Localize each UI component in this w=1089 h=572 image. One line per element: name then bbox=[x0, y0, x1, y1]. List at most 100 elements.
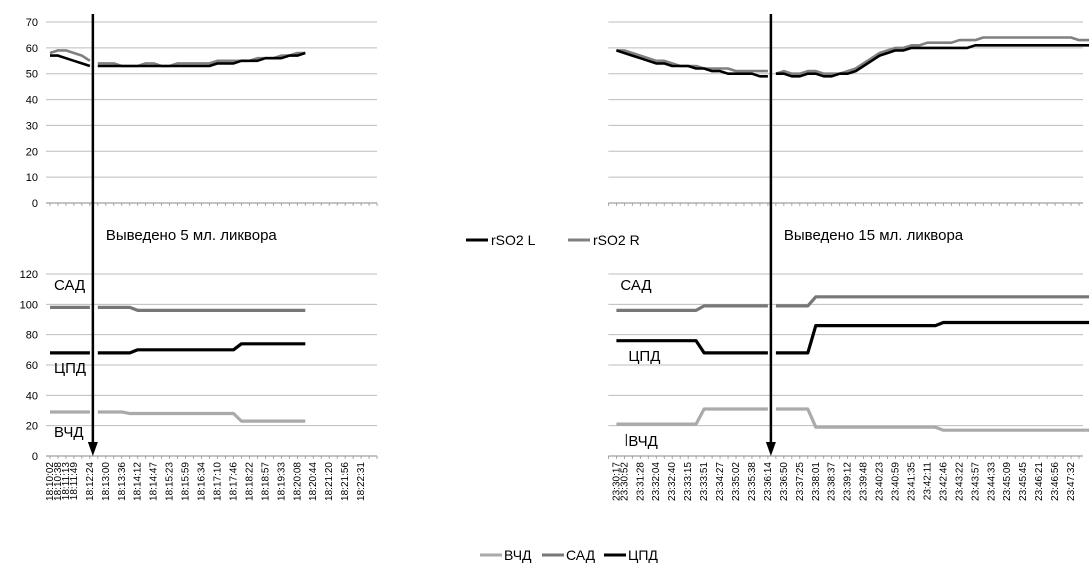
x-tick-label: 18:14:12 bbox=[133, 462, 144, 501]
top-y-tick-label: 0 bbox=[32, 198, 38, 210]
series-inline-label: САД bbox=[620, 277, 651, 294]
x-tick-label: 23:38:01 bbox=[811, 462, 822, 501]
top-y-tick-label: 70 bbox=[26, 17, 38, 29]
x-tick-label: 23:34:27 bbox=[715, 462, 726, 501]
series-line-ЦПД bbox=[97, 342, 306, 355]
bottom-y-axis-ticks: 0 20 40 60 80 100 120 bbox=[20, 269, 38, 463]
series-line-ЦПД bbox=[775, 320, 1089, 355]
x-tick-label: 23:35:38 bbox=[747, 462, 758, 501]
bottom-y-tick-label: 80 bbox=[26, 330, 38, 342]
legends: rSO2 L rSO2 R ВЧД САД ЦПД bbox=[466, 232, 658, 563]
x-tick-label: 23:33:15 bbox=[683, 462, 694, 501]
event-arrow-head bbox=[87, 442, 98, 456]
x-tick-label: 18:17:46 bbox=[228, 462, 239, 501]
x-tick-label: 18:15:59 bbox=[181, 462, 192, 501]
series-line-rSO2 R bbox=[775, 36, 1089, 75]
x-tick-label: 23:47:32 bbox=[1066, 462, 1077, 501]
series-line-ВЧД bbox=[775, 407, 1089, 432]
series-line-ВЧД bbox=[97, 410, 306, 423]
series-inline-label: ВЧД bbox=[54, 424, 84, 441]
legend-label-rSO2 L: rSO2 L bbox=[491, 232, 536, 248]
x-tick-label: 18:14:47 bbox=[149, 462, 160, 501]
series-line-ВЧД bbox=[616, 407, 768, 426]
series-line-rSO2 L bbox=[775, 43, 1089, 78]
x-tick-label: 18:18:57 bbox=[260, 462, 271, 501]
series-line-САД bbox=[775, 295, 1089, 308]
bottom-y-tick-label: 120 bbox=[20, 269, 38, 281]
x-tick-label: 18:11:13 bbox=[61, 462, 72, 501]
x-tick-label: 18:12:24 bbox=[85, 462, 96, 501]
x-tick-label: 23:39:12 bbox=[843, 462, 854, 501]
series-inline-label: ВЧД bbox=[628, 433, 658, 450]
x-tick-label: 23:46:21 bbox=[1034, 462, 1045, 501]
x-tick-label: 23:41:35 bbox=[906, 462, 917, 501]
top-y-tick-label: 50 bbox=[26, 69, 38, 81]
series-line-rSO2 R bbox=[49, 49, 91, 62]
bottom-y-tick-label: 60 bbox=[26, 360, 38, 372]
legend-label-САД: САД bbox=[566, 547, 596, 563]
x-tick-label: 23:39:48 bbox=[859, 462, 870, 501]
x-tick-label: 23:35:02 bbox=[731, 462, 742, 501]
bottom-series-lines bbox=[50, 295, 1089, 432]
x-tick-label: 23:32:04 bbox=[651, 462, 662, 501]
top-y-tick-label: 10 bbox=[26, 172, 38, 184]
x-tick-label: 18:20:08 bbox=[292, 462, 303, 501]
x-tick-label: 23:31:28 bbox=[635, 462, 646, 501]
bottom-grid bbox=[46, 273, 1083, 457]
x-tick-label: 18:20:44 bbox=[308, 462, 319, 501]
x-tick-label: 18:13:00 bbox=[101, 462, 112, 501]
series-inline-label: ЦПД bbox=[54, 360, 86, 377]
x-tick-label: 23:45:45 bbox=[1018, 462, 1029, 501]
series-line-rSO2 L bbox=[615, 49, 768, 78]
annotations: Выведено 5 мл. ликвора Выведено 15 мл. ли… bbox=[54, 227, 964, 450]
x-tick-label: 18:21:20 bbox=[324, 462, 335, 501]
x-tick-label: 23:45:09 bbox=[1002, 462, 1013, 501]
annotation-liquor-5ml: Выведено 5 мл. ликвора bbox=[106, 227, 278, 244]
top-y-tick-label: 60 bbox=[26, 43, 38, 55]
annotation-liquor-15ml: Выведено 15 мл. ликвора bbox=[784, 227, 964, 244]
x-tick-label: 23:46:56 bbox=[1050, 462, 1061, 501]
x-tick-label: 23:36:50 bbox=[779, 462, 790, 501]
series-line-rSO2 L bbox=[50, 54, 91, 68]
x-tick-label: 23:37:25 bbox=[795, 462, 806, 501]
x-tick-label: 18:19:33 bbox=[276, 462, 287, 501]
legend-label-ЦПД: ЦПД bbox=[628, 547, 658, 563]
x-tick-label: 18:18:22 bbox=[244, 462, 255, 501]
x-tick-label: 23:43:57 bbox=[970, 462, 981, 501]
series-line-САД bbox=[616, 304, 768, 312]
x-tick-label: 18:16:34 bbox=[197, 462, 208, 501]
x-tick-label: 23:40:23 bbox=[875, 462, 886, 501]
event-arrows bbox=[87, 14, 776, 456]
top-y-tick-label: 20 bbox=[26, 146, 38, 158]
bottom-y-tick-label: 40 bbox=[26, 390, 38, 402]
x-tick-label: 23:43:22 bbox=[954, 462, 965, 501]
bottom-y-tick-label: 0 bbox=[32, 451, 38, 463]
x-tick-label: 23:44:33 bbox=[986, 462, 997, 501]
top-series-lines bbox=[49, 36, 1089, 78]
top-y-axis-ticks: 0 10 20 30 40 50 60 70 bbox=[26, 17, 38, 210]
event-arrow-head bbox=[765, 442, 776, 456]
series-line-ЦПД bbox=[616, 339, 768, 355]
top-y-tick-label: 40 bbox=[26, 95, 38, 107]
series-inline-label: САД bbox=[54, 277, 85, 294]
x-tick-label: 23:33:51 bbox=[699, 462, 710, 501]
x-tick-label: 23:42:46 bbox=[938, 462, 949, 501]
x-tick-label: 23:32:40 bbox=[667, 462, 678, 501]
bottom-y-tick-label: 100 bbox=[20, 299, 38, 311]
top-grid bbox=[46, 21, 1083, 204]
legend-label-ВЧД: ВЧД bbox=[504, 547, 532, 563]
bottom-y-tick-label: 20 bbox=[26, 421, 38, 433]
x-tick-label: 23:38:37 bbox=[827, 462, 838, 501]
x-tick-label: 18:15:23 bbox=[165, 462, 176, 501]
x-tick-label: 23:36:14 bbox=[763, 462, 774, 501]
series-inline-label: ЦПД bbox=[628, 348, 660, 365]
x-tick-label: 18:11:49 bbox=[69, 462, 80, 501]
top-y-tick-label: 30 bbox=[26, 120, 38, 132]
series-line-САД bbox=[97, 305, 306, 312]
series-line-rSO2 L bbox=[97, 51, 306, 68]
x-tick-label: 18:22:31 bbox=[356, 462, 367, 501]
x-tick-label: 23:30:17 bbox=[611, 462, 622, 501]
